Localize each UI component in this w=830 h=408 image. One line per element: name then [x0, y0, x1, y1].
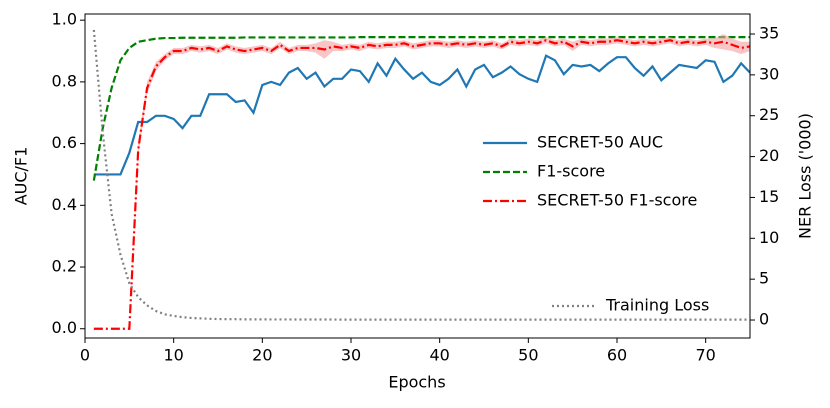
y-tick-label: 0.0 — [52, 318, 77, 337]
y2-tick-label: 20 — [759, 146, 779, 165]
x-tick-label: 50 — [518, 346, 538, 365]
legend-label: SECRET-50 F1-score — [537, 191, 697, 210]
y2-tick-label: 0 — [759, 310, 769, 329]
y-tick-label: 1.0 — [52, 10, 77, 29]
x-tick-label: 10 — [163, 346, 183, 365]
y2-tick-label: 15 — [759, 187, 779, 206]
x-tick-label: 40 — [429, 346, 449, 365]
y-tick-label: 0.4 — [52, 195, 77, 214]
y2-tick-label: 25 — [759, 105, 779, 124]
legend-label: Training Loss — [605, 296, 709, 315]
y-tick-label: 0.8 — [52, 71, 77, 90]
plot-frame — [84, 13, 751, 339]
y2-tick-label: 30 — [759, 64, 779, 83]
legend-label: SECRET-50 AUC — [537, 133, 663, 152]
y2-tick-label: 10 — [759, 228, 779, 247]
x-tick-label: 70 — [695, 346, 715, 365]
x-tick-label: 0 — [80, 346, 90, 365]
y-tick-label: 0.6 — [52, 133, 77, 152]
x-tick-label: 30 — [341, 346, 361, 365]
x-tick-label: 20 — [252, 346, 272, 365]
error-band — [93, 34, 750, 329]
y2-tick-label: 5 — [759, 269, 769, 288]
x-axis-label: Epochs — [388, 373, 445, 392]
series-line — [93, 54, 751, 176]
y2-axis-label: NER Loss ('000) — [796, 113, 815, 239]
y-axis-label: AUC/F1 — [12, 147, 31, 206]
series-line — [93, 39, 751, 330]
x-tick-label: 60 — [607, 346, 627, 365]
legend-label: F1-score — [537, 162, 605, 181]
series-line — [92, 29, 750, 321]
series-line — [92, 36, 750, 181]
y-tick-label: 0.2 — [52, 257, 77, 276]
y2-tick-label: 35 — [759, 24, 779, 43]
